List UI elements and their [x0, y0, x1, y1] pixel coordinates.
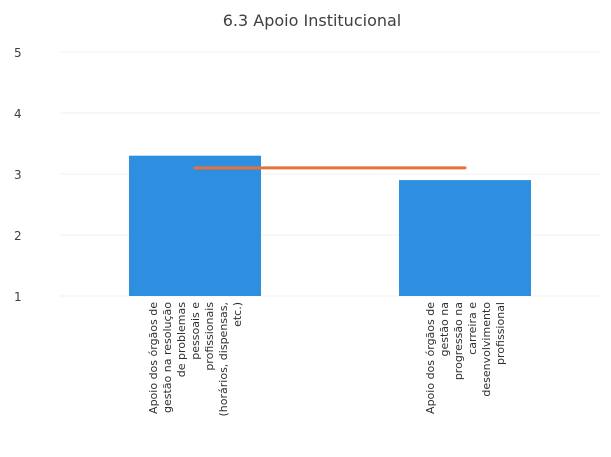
y-axis-ticks: 1 2 3 4 5 [14, 46, 22, 304]
category-label-line: (horários, dispensas, [217, 302, 230, 416]
category-label-line: progressão na [452, 302, 465, 380]
bar [399, 180, 531, 296]
category-label-line: carreira e [466, 302, 479, 355]
category-label-line: gestão na resolução [161, 302, 174, 413]
bar [129, 155, 261, 296]
category-labels: Apoio dos órgãos de gestão na resolução de… [147, 302, 507, 417]
category-label-line: etc.) [231, 302, 244, 327]
category-label: Apoio dos órgãos de gestão na resolução de… [147, 302, 244, 417]
category-label-line: profissional [494, 302, 507, 365]
bars [129, 155, 531, 296]
category-label-line: Apoio dos órgãos de [424, 302, 437, 414]
category-label-line: Apoio dos órgãos de [147, 302, 160, 414]
y-tick-label: 3 [14, 168, 22, 182]
y-tick-label: 5 [14, 46, 22, 60]
y-tick-label: 2 [14, 229, 22, 243]
category-label-line: de problemas [175, 302, 188, 378]
category-label-line: pessoais e [189, 302, 202, 360]
category-label-line: desenvolvimento [480, 302, 493, 397]
category-label-line: profissionais [203, 302, 216, 371]
y-tick-label: 1 [14, 290, 22, 304]
y-tick-label: 4 [14, 107, 22, 121]
category-label: Apoio dos órgãos de gestão na progressão n… [424, 302, 507, 414]
category-label-line: gestão na [438, 302, 451, 356]
chart-title: 6.3 Apoio Institucional [223, 11, 402, 30]
